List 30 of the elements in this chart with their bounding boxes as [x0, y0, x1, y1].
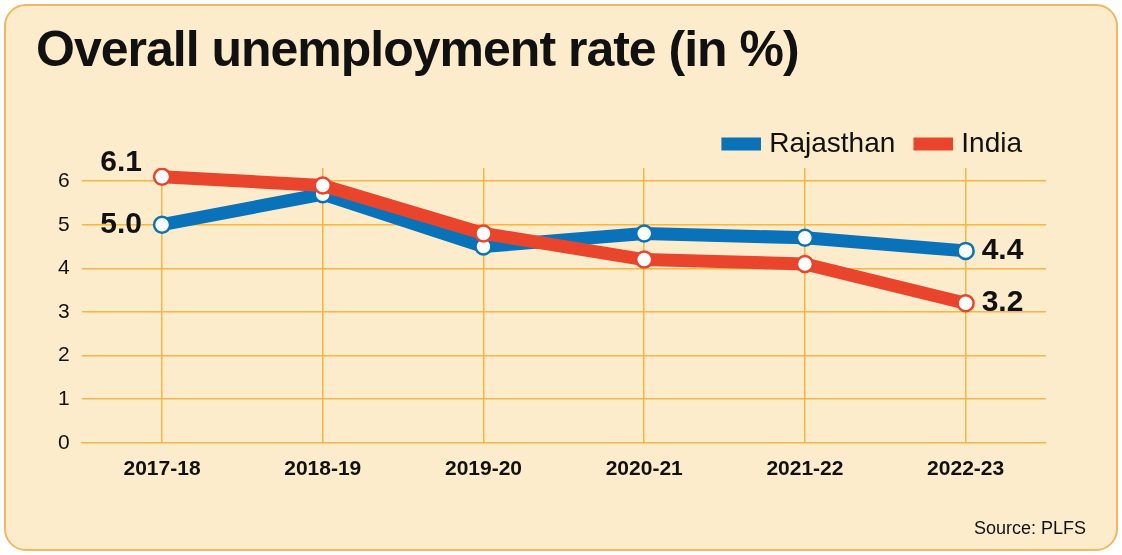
legend-label: India	[961, 126, 1023, 158]
x-tick-label: 2019-20	[444, 456, 523, 480]
point	[152, 168, 172, 186]
y-tick-label: 2	[57, 342, 70, 366]
source-note: Source: PLFS	[973, 518, 1086, 539]
point	[634, 250, 654, 269]
data-label: 4.4	[981, 232, 1024, 266]
x-tick-label: 2021-22	[766, 456, 844, 480]
data-label: 6.1	[100, 143, 143, 177]
y-tick-label: 6	[57, 167, 70, 191]
x-tick-label: 2017-18	[123, 456, 201, 480]
y-tick-label: 4	[57, 255, 70, 279]
point	[152, 215, 172, 234]
x-tick-label: 2020-21	[605, 456, 684, 480]
y-tick-label: 3	[57, 298, 70, 322]
point	[313, 176, 333, 195]
y-tick-label: 1	[57, 385, 70, 409]
point	[474, 224, 493, 243]
data-label: 3.2	[981, 284, 1024, 318]
point	[956, 241, 975, 261]
point	[795, 254, 815, 274]
point	[956, 293, 975, 313]
x-tick-label: 2022-23	[927, 456, 1005, 480]
point	[795, 228, 815, 248]
point	[634, 224, 654, 243]
legend-label: Rajasthan	[769, 126, 896, 158]
chart-title: Overall unemployment rate (in %)	[36, 20, 799, 78]
x-tick-label: 2018-19	[284, 456, 362, 480]
y-tick-label: 0	[57, 429, 70, 453]
y-tick-label: 5	[57, 211, 70, 235]
